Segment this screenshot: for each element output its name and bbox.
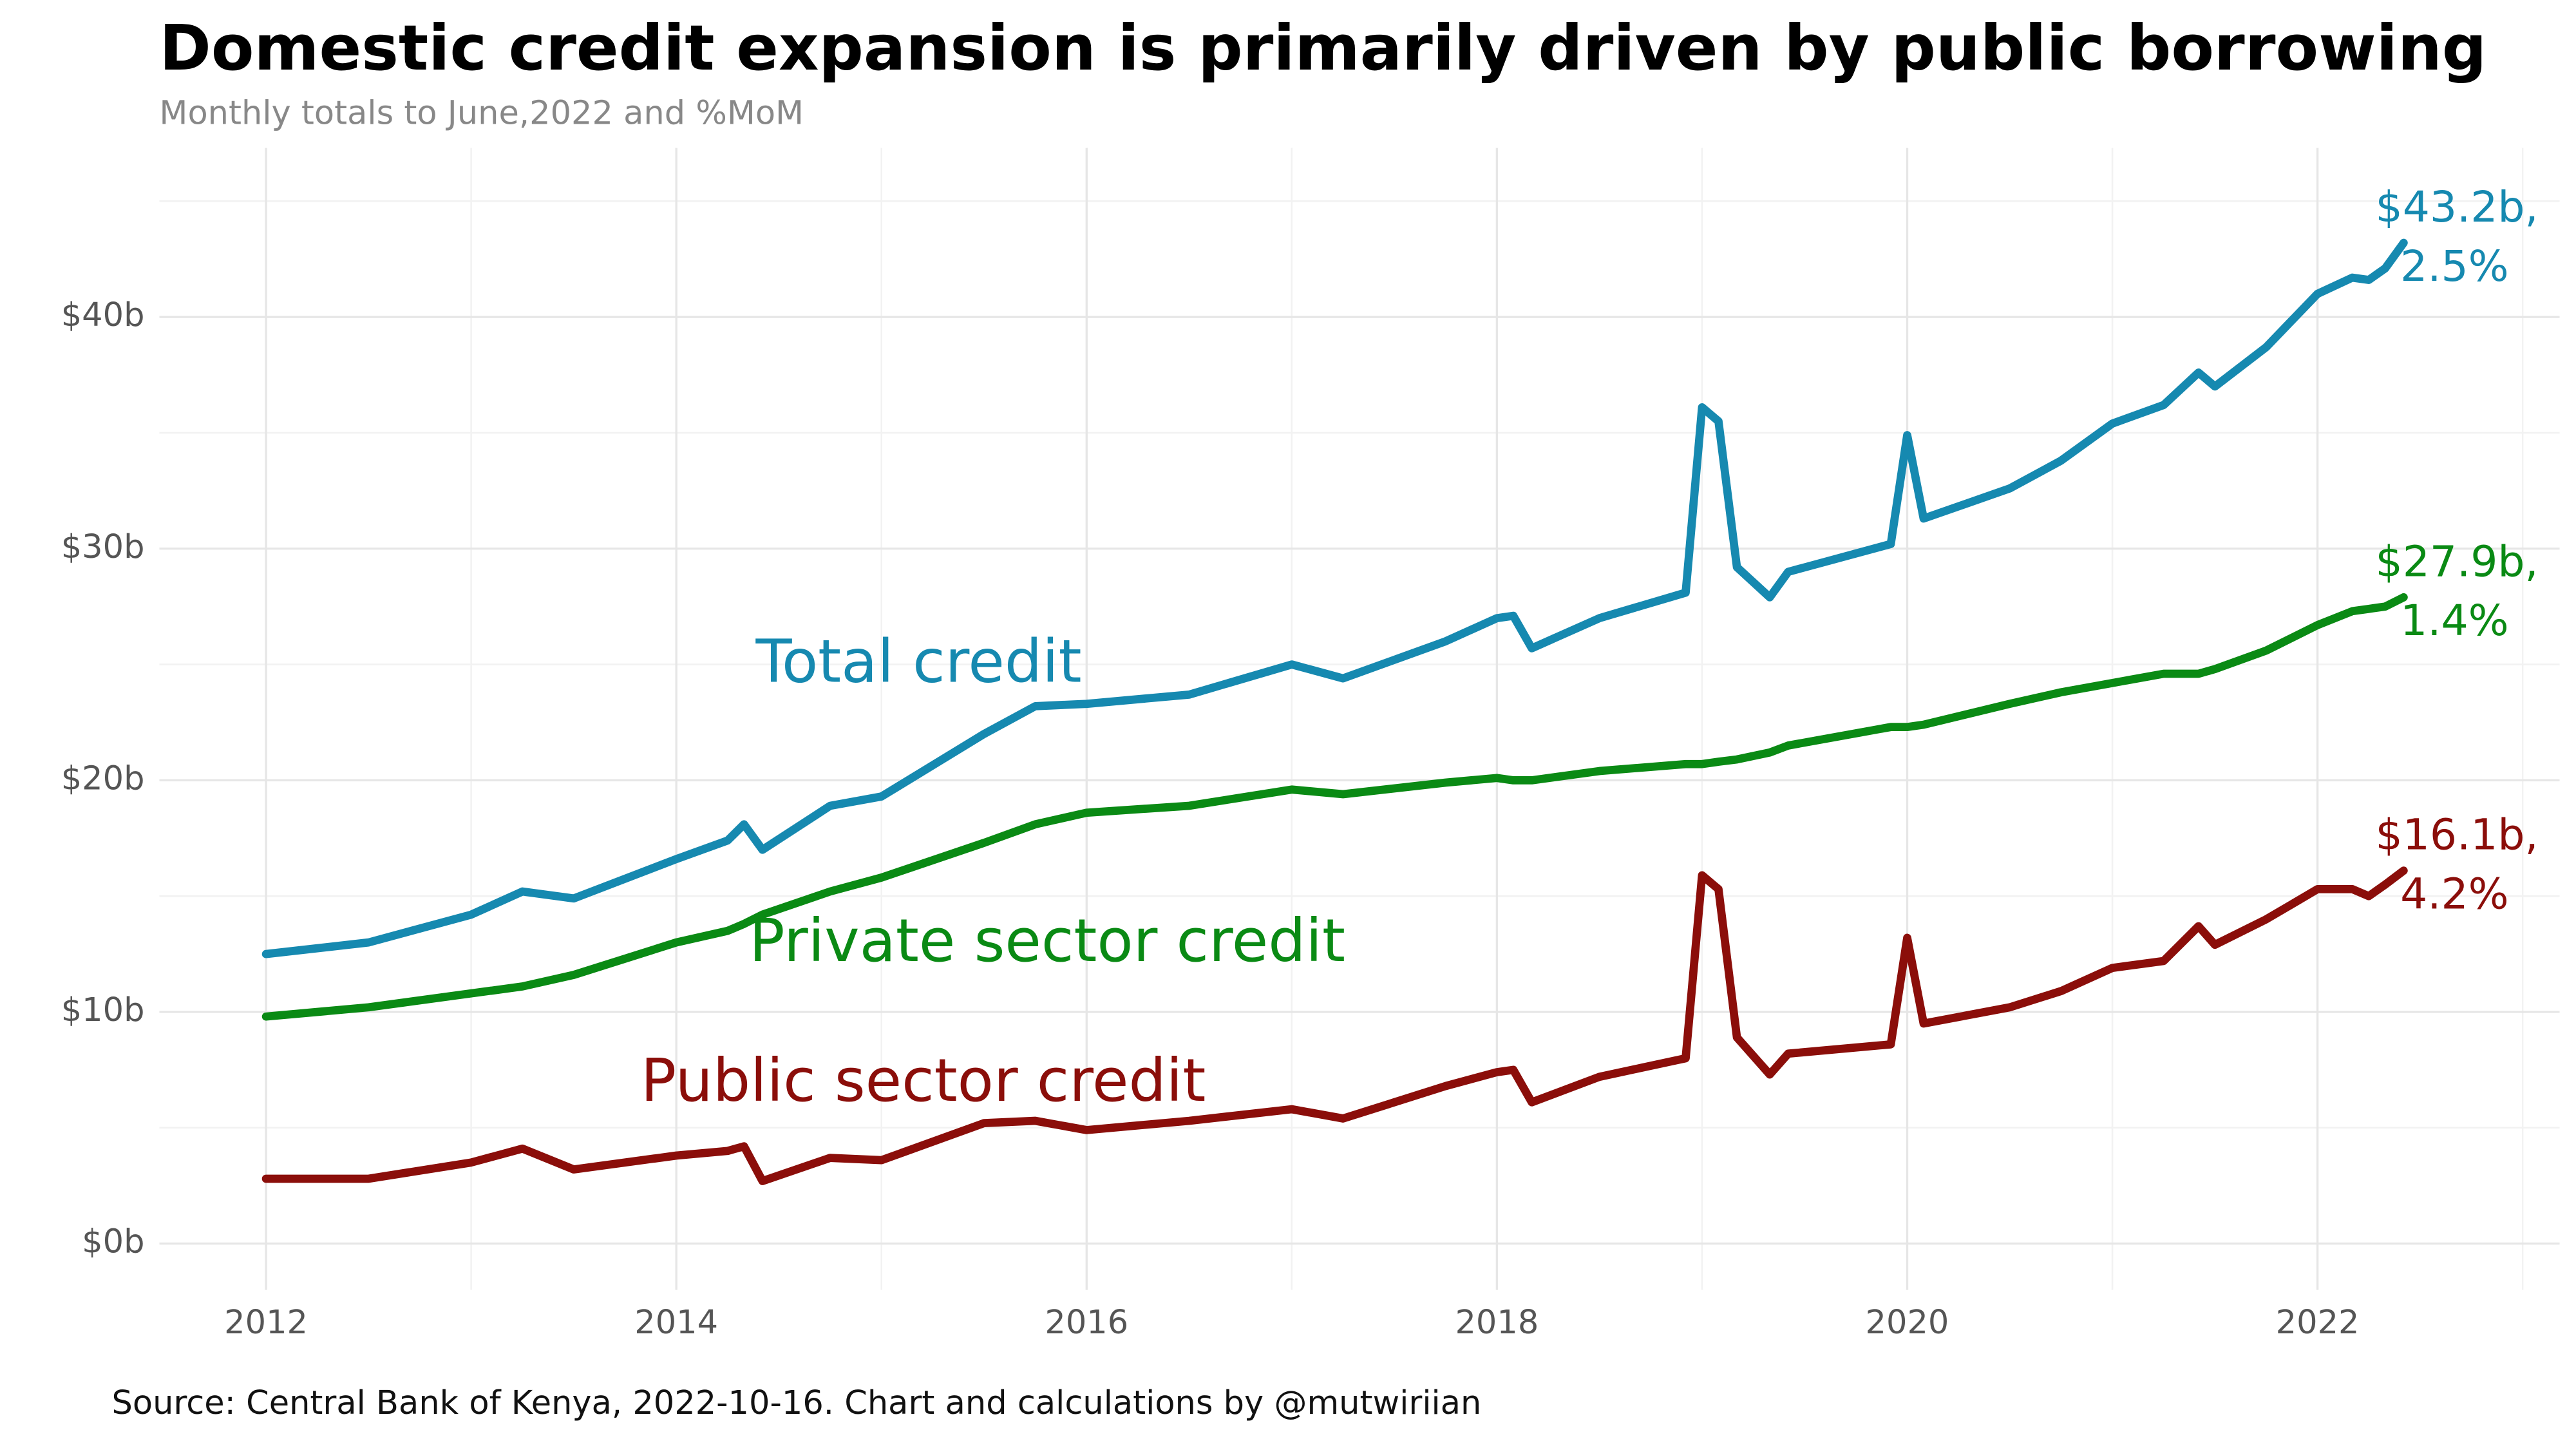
- series-line: [261, 866, 2408, 1185]
- series-label: Private sector credit: [749, 906, 1345, 975]
- series-label: Public sector credit: [641, 1046, 1206, 1115]
- series-label: Total credit: [755, 627, 1081, 696]
- end-label: 2.5%: [2400, 241, 2508, 291]
- chart-subtitle: Monthly totals to June,2022 and %MoM: [159, 95, 804, 133]
- series-line: [261, 238, 2408, 958]
- y-tick-label: $20b: [61, 759, 145, 797]
- y-tick-label: $30b: [61, 528, 145, 566]
- series-line: [261, 593, 2408, 1021]
- x-tick-label: 2020: [1866, 1304, 1949, 1342]
- chart-title: Domestic credit expansion is primarily d…: [159, 12, 2486, 84]
- x-tick-label: 2016: [1045, 1304, 1128, 1342]
- end-label: 1.4%: [2400, 595, 2508, 645]
- y-tick-label: $40b: [61, 296, 145, 334]
- end-label: $43.2b,: [2376, 182, 2539, 232]
- y-tick-label: $10b: [61, 991, 145, 1029]
- x-tick-label: 2014: [634, 1304, 718, 1342]
- x-tick-label: 2018: [1455, 1304, 1539, 1342]
- source-note: Source: Central Bank of Kenya, 2022-10-1…: [111, 1384, 1481, 1422]
- x-tick-label: 2022: [2276, 1304, 2360, 1342]
- y-tick-label: $0b: [82, 1223, 144, 1261]
- end-label: 4.2%: [2400, 869, 2508, 919]
- end-label: $27.9b,: [2376, 536, 2539, 586]
- end-label: $16.1b,: [2376, 810, 2539, 860]
- x-tick-label: 2012: [224, 1304, 308, 1342]
